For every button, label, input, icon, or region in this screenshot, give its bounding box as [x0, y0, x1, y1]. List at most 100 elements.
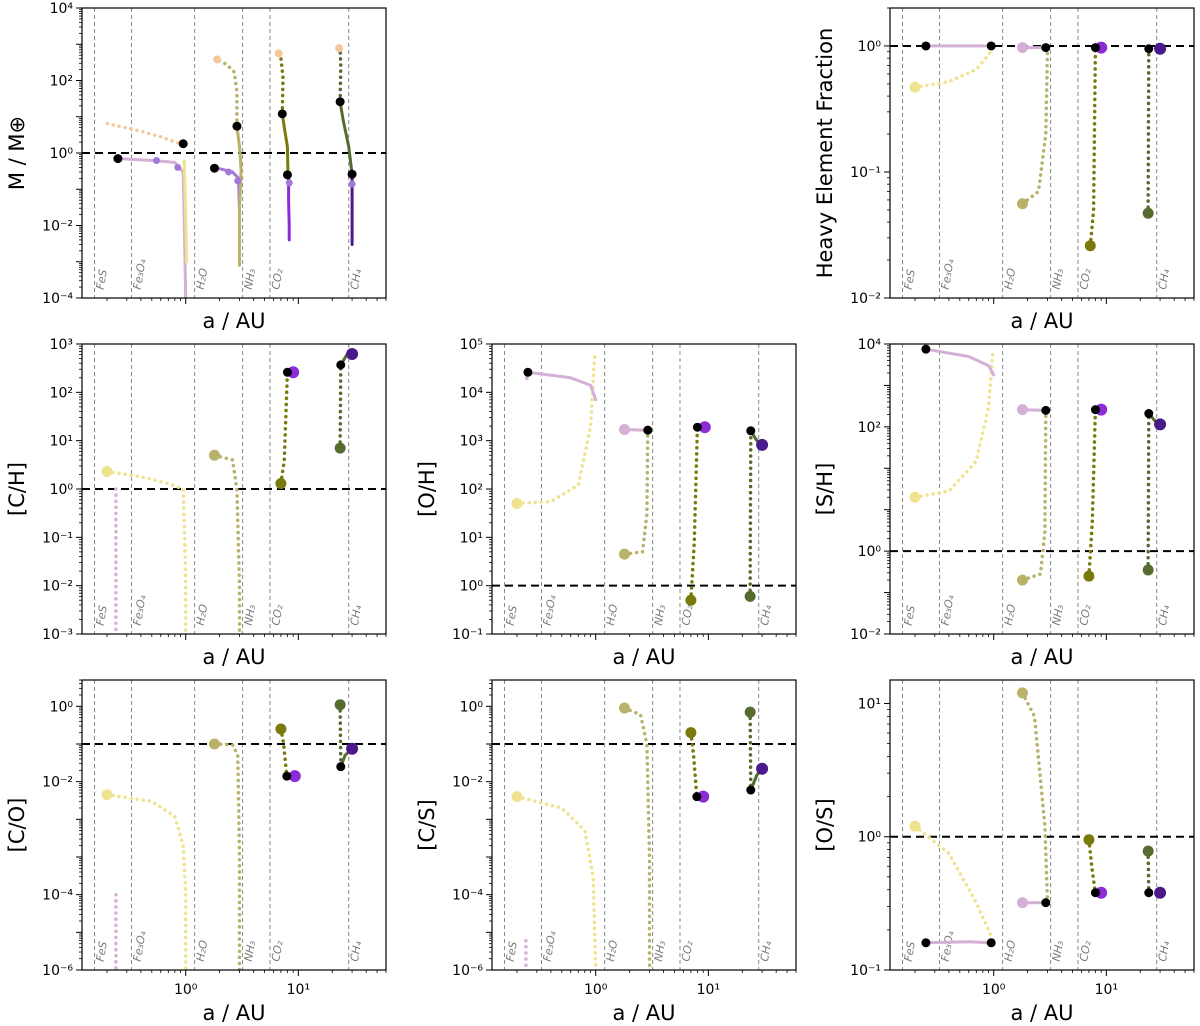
data-point: [174, 163, 182, 171]
x-axis-label: a / AU: [202, 1001, 265, 1025]
data-point: [275, 477, 287, 489]
data-point: [225, 168, 233, 176]
axes-frame: [889, 343, 1195, 635]
y-tick-label: 10⁰: [460, 579, 484, 595]
snowline-label: Fe₃O₄: [939, 258, 957, 291]
snowline-label: CO₂: [1077, 939, 1094, 962]
series-line: [338, 100, 354, 176]
data-point: [1144, 888, 1154, 898]
data-point: [986, 938, 996, 948]
snowline-label: Fe₃O₄: [939, 930, 957, 963]
data-point: [1016, 574, 1028, 586]
data-point: [101, 789, 113, 801]
axes-frame: [889, 679, 1195, 971]
snowline-label: Fe₃O₄: [131, 594, 149, 627]
data-point: [511, 791, 523, 803]
x-axis-label: a / AU: [202, 309, 265, 333]
snowline-label: CO₂: [269, 267, 286, 290]
series-line: [1146, 46, 1151, 216]
y-tick-label: 10⁻¹: [850, 165, 881, 181]
snowline-label: Fe₃O₄: [939, 594, 957, 627]
series-line: [1088, 45, 1098, 248]
axes-frame: [889, 7, 1195, 299]
data-point: [1041, 43, 1051, 53]
snowline-label: CH₄: [348, 940, 364, 963]
y-tick-label: 10⁻⁶: [42, 963, 73, 979]
series-line: [279, 727, 289, 778]
data-point: [618, 424, 630, 436]
series-line: [182, 159, 189, 264]
data-point: [213, 55, 222, 64]
snowline-label: NH₃: [1050, 939, 1067, 962]
series-group: [909, 687, 1167, 948]
data-point: [744, 706, 756, 718]
snowline-label: H₂O: [1002, 267, 1019, 291]
y-tick-label: 10⁻¹: [452, 627, 483, 643]
data-point: [1144, 409, 1154, 419]
data-point: [685, 594, 697, 606]
snowline-label: CH₄: [348, 604, 364, 627]
snowline-label: CH₄: [348, 268, 364, 291]
series-line: [338, 47, 343, 104]
x-axis-label: a / AU: [612, 645, 675, 669]
y-tick-label: 10⁰: [50, 146, 74, 162]
data-point: [285, 179, 293, 187]
data-point: [1041, 898, 1051, 908]
data-point: [277, 109, 287, 119]
series-line: [338, 703, 343, 769]
data-point: [234, 177, 242, 185]
data-point: [746, 785, 756, 795]
snowline-label: FeS: [94, 268, 110, 290]
data-point: [909, 820, 921, 832]
y-tick-label: 10²: [858, 420, 881, 436]
y-tick-label: 10⁻²: [42, 219, 73, 235]
data-point: [1142, 845, 1154, 857]
y-axis-label: [C/O]: [5, 798, 29, 853]
snowline-label: FeS: [902, 940, 918, 962]
snowline-label: H₂O: [1002, 603, 1019, 627]
y-tick-label: 10⁻¹: [850, 963, 881, 979]
data-point: [113, 154, 123, 164]
x-tick-label: 10¹: [697, 982, 720, 998]
x-axis-label: a / AU: [202, 645, 265, 669]
x-tick-label: 10⁰: [982, 982, 1006, 998]
y-axis-label: [O/H]: [415, 461, 439, 517]
snowline-label: H₂O: [1002, 939, 1019, 963]
series-line: [212, 742, 242, 970]
series-line: [1020, 691, 1050, 905]
data-point: [1016, 687, 1028, 699]
data-point: [152, 157, 160, 165]
y-axis-label: [C/S]: [415, 799, 439, 850]
y-tick-label: 10⁴: [858, 337, 882, 353]
series-line: [622, 429, 650, 556]
data-point: [618, 548, 630, 560]
snowline-label: CH₄: [758, 604, 774, 627]
data-point: [1083, 834, 1095, 846]
snowline-label: NH₃: [1050, 603, 1067, 626]
data-point: [1016, 404, 1028, 416]
snowline-label: CH₄: [758, 940, 774, 963]
data-point: [346, 742, 359, 755]
y-tick-label: 10⁵: [460, 337, 483, 353]
series-line: [280, 112, 290, 177]
y-tick-label: 10⁻²: [452, 775, 483, 791]
data-point: [643, 425, 653, 435]
y-tick-label: 10⁰: [50, 699, 74, 715]
y-tick-label: 10⁻³: [42, 627, 73, 643]
data-point: [511, 498, 523, 510]
data-point: [1142, 564, 1154, 576]
y-tick-label: 10⁻¹: [42, 530, 73, 546]
series-line: [105, 469, 188, 634]
y-tick-label: 10⁰: [858, 830, 882, 846]
snowline-label: NH₃: [652, 939, 669, 962]
panel-mass: FeS Fe₃O₄ H₂O NH₃ CO₂ CH₄ 10⁻⁴ 10⁻² 10⁰ 10² 10⁴ a /…: [5, 1, 387, 333]
data-point: [335, 44, 344, 53]
y-tick-label: 10³: [50, 337, 73, 353]
series-line: [1087, 837, 1098, 895]
snowline-label: CH₄: [1156, 940, 1172, 963]
series-line: [622, 706, 652, 970]
series-line: [105, 121, 180, 145]
series-line: [1087, 407, 1098, 578]
panel-hef: FeS Fe₃O₄ H₂O NH₃ CO₂ CH₄ 10⁻² 10⁻¹ 10⁰ a / AU Hea…: [813, 7, 1195, 333]
series-line: [277, 51, 285, 116]
